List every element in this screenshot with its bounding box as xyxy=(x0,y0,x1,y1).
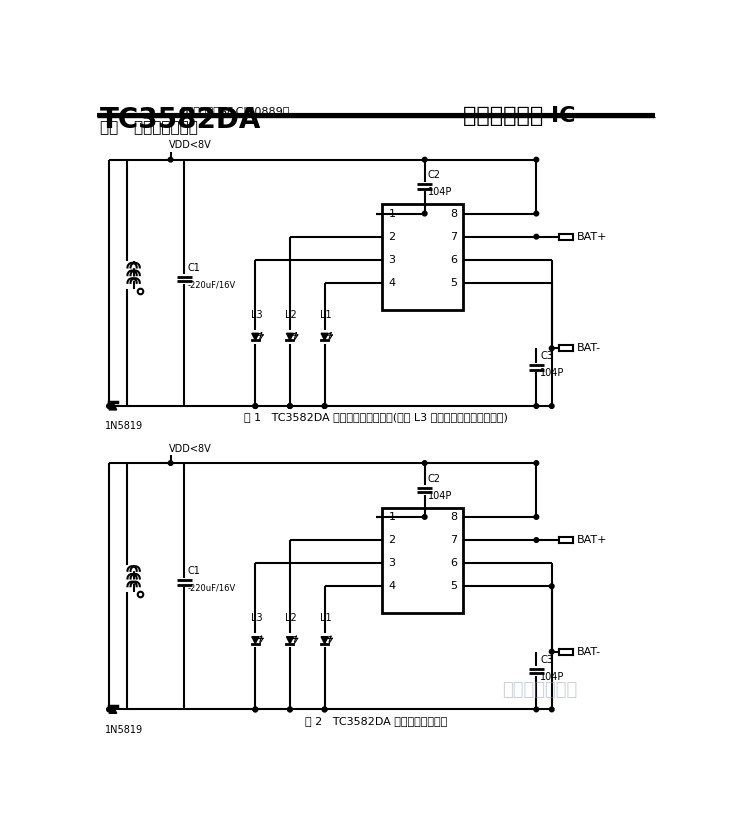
Text: BAT+: BAT+ xyxy=(576,535,607,545)
Text: C3: C3 xyxy=(540,655,553,665)
Circle shape xyxy=(288,707,292,712)
Polygon shape xyxy=(286,334,294,340)
Text: 104P: 104P xyxy=(428,491,452,500)
Circle shape xyxy=(422,515,427,520)
Text: C1: C1 xyxy=(187,263,200,273)
Circle shape xyxy=(550,346,554,350)
Text: L1: L1 xyxy=(320,613,332,623)
Bar xyxy=(382,204,463,310)
Text: 1N5819: 1N5819 xyxy=(105,422,143,432)
Circle shape xyxy=(253,707,258,712)
Text: 1: 1 xyxy=(388,512,396,522)
Circle shape xyxy=(322,707,327,712)
Circle shape xyxy=(322,707,327,712)
Circle shape xyxy=(534,515,539,520)
Circle shape xyxy=(288,403,292,408)
Circle shape xyxy=(106,707,112,712)
Polygon shape xyxy=(252,637,259,643)
Text: 图 2   TC3582DA 七彩灯方案应用图: 图 2 TC3582DA 七彩灯方案应用图 xyxy=(305,715,447,725)
Text: C1: C1 xyxy=(187,566,200,576)
Circle shape xyxy=(534,158,539,162)
Text: 7: 7 xyxy=(450,232,457,242)
Polygon shape xyxy=(252,334,259,340)
Text: 8: 8 xyxy=(450,208,457,218)
Text: 1: 1 xyxy=(388,208,396,218)
Text: 图 1   TC3582DA 普通三灯方案应用图(如将 L3 去掉，则为普通二灯模式): 图 1 TC3582DA 普通三灯方案应用图(如将 L3 去掉，则为普通二灯模式… xyxy=(244,413,508,422)
Text: L2: L2 xyxy=(286,310,297,320)
Polygon shape xyxy=(321,637,328,643)
Circle shape xyxy=(534,403,539,408)
Circle shape xyxy=(550,403,554,408)
Circle shape xyxy=(288,403,292,408)
Text: 6: 6 xyxy=(450,255,457,265)
Text: C2: C2 xyxy=(428,170,440,180)
Circle shape xyxy=(253,403,258,408)
Text: 多功能充电器 IC: 多功能充电器 IC xyxy=(463,105,575,126)
Circle shape xyxy=(534,234,539,239)
Text: 5: 5 xyxy=(450,581,457,591)
Circle shape xyxy=(106,403,112,408)
Text: BAT-: BAT- xyxy=(576,647,600,657)
Circle shape xyxy=(534,538,539,542)
Circle shape xyxy=(550,707,554,712)
Text: VDD<8V: VDD<8V xyxy=(169,444,212,454)
Bar xyxy=(382,508,463,613)
Text: L3: L3 xyxy=(251,613,262,623)
Text: 7: 7 xyxy=(450,535,457,545)
Text: 2: 2 xyxy=(388,535,396,545)
Text: C2: C2 xyxy=(428,474,440,484)
Circle shape xyxy=(422,212,427,216)
Text: 4: 4 xyxy=(388,278,396,288)
Circle shape xyxy=(288,707,292,712)
Circle shape xyxy=(322,403,327,408)
Circle shape xyxy=(550,584,554,588)
Circle shape xyxy=(168,158,173,162)
Text: 104P: 104P xyxy=(428,188,452,198)
Circle shape xyxy=(534,707,539,712)
Text: TC3582DA: TC3582DA xyxy=(100,105,261,134)
Polygon shape xyxy=(286,637,294,643)
Text: BAT-: BAT- xyxy=(576,344,600,354)
Text: 3: 3 xyxy=(388,255,396,265)
Text: 三、   典型应用电路图: 三、 典型应用电路图 xyxy=(100,120,197,135)
Circle shape xyxy=(322,403,327,408)
Text: 深圳市三丰电子: 深圳市三丰电子 xyxy=(503,681,578,699)
Circle shape xyxy=(253,707,258,712)
Circle shape xyxy=(168,461,173,466)
Circle shape xyxy=(534,461,539,466)
Text: 2: 2 xyxy=(388,232,396,242)
Circle shape xyxy=(253,403,258,408)
Circle shape xyxy=(422,158,427,162)
Text: BAT+: BAT+ xyxy=(576,232,607,242)
Text: 104P: 104P xyxy=(540,369,564,378)
Text: -220uF/16V: -220uF/16V xyxy=(187,584,236,593)
Text: 8: 8 xyxy=(450,512,457,522)
Circle shape xyxy=(550,649,554,654)
Text: 1N5819: 1N5819 xyxy=(105,725,143,735)
Circle shape xyxy=(422,461,427,466)
Polygon shape xyxy=(109,403,117,410)
Text: 3: 3 xyxy=(388,558,396,569)
Text: 6: 6 xyxy=(450,558,457,569)
Text: L1: L1 xyxy=(320,310,332,320)
Text: 4: 4 xyxy=(388,581,396,591)
Polygon shape xyxy=(109,706,117,713)
Text: （文件编号：S&CIC0889）: （文件编号：S&CIC0889） xyxy=(181,105,290,115)
Text: -220uF/16V: -220uF/16V xyxy=(187,281,236,290)
Polygon shape xyxy=(321,334,328,340)
Text: L3: L3 xyxy=(251,310,262,320)
Text: VDD<8V: VDD<8V xyxy=(169,140,212,150)
Text: 104P: 104P xyxy=(540,671,564,681)
Text: C3: C3 xyxy=(540,351,553,361)
Circle shape xyxy=(534,212,539,216)
Text: L2: L2 xyxy=(286,613,297,623)
Text: 5: 5 xyxy=(450,278,457,288)
